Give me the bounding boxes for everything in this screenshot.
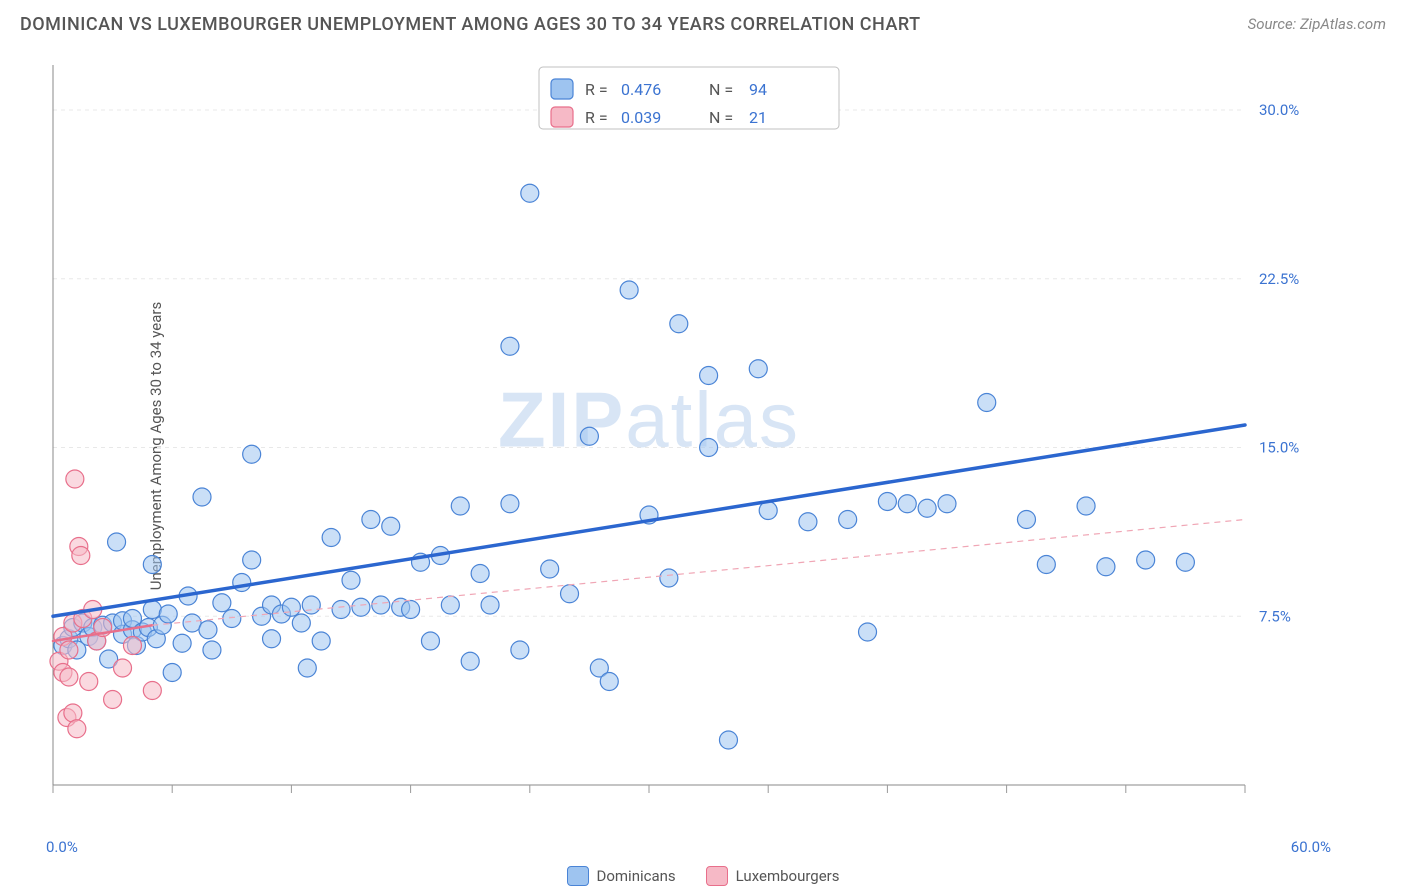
svg-text:ZIPatlas: ZIPatlas [498, 376, 800, 464]
legend-swatch-dominicans [567, 866, 589, 886]
svg-text:R =: R = [585, 80, 608, 99]
svg-text:30.0%: 30.0% [1259, 101, 1299, 119]
svg-text:N =: N = [709, 108, 733, 127]
chart-source: Source: ZipAtlas.com [1248, 15, 1386, 33]
x-min-label: 0.0% [46, 838, 78, 856]
x-max-label: 60.0% [1291, 838, 1331, 856]
bottom-legend: Dominicans Luxembourgers [0, 866, 1406, 886]
chart-svg: 7.5% 15.0% 22.5% 30.0% ZIPatlas R = 0.476 N = 94… [45, 55, 1325, 825]
legend-label-dominicans: Dominicans [597, 867, 676, 885]
legend-label-luxembourgers: Luxembourgers [736, 867, 840, 885]
chart-header: DOMINICAN VS LUXEMBOURGER UNEMPLOYMENT A… [0, 0, 1406, 48]
chart-title: DOMINICAN VS LUXEMBOURGER UNEMPLOYMENT A… [20, 14, 921, 35]
svg-text:R =: R = [585, 108, 608, 127]
plot-area: 7.5% 15.0% 22.5% 30.0% ZIPatlas R = 0.476 N = 94… [45, 55, 1325, 825]
legend-item-luxembourgers: Luxembourgers [706, 866, 840, 886]
svg-text:22.5%: 22.5% [1259, 270, 1299, 288]
legend-item-dominicans: Dominicans [567, 866, 676, 886]
svg-text:15.0%: 15.0% [1259, 439, 1299, 457]
svg-text:0.039: 0.039 [621, 108, 661, 127]
svg-text:N =: N = [709, 80, 733, 99]
legend-swatch-luxembourgers [706, 866, 728, 886]
svg-text:7.5%: 7.5% [1259, 607, 1291, 625]
svg-text:21: 21 [749, 108, 767, 127]
svg-text:94: 94 [749, 80, 767, 99]
svg-text:0.476: 0.476 [621, 80, 661, 99]
